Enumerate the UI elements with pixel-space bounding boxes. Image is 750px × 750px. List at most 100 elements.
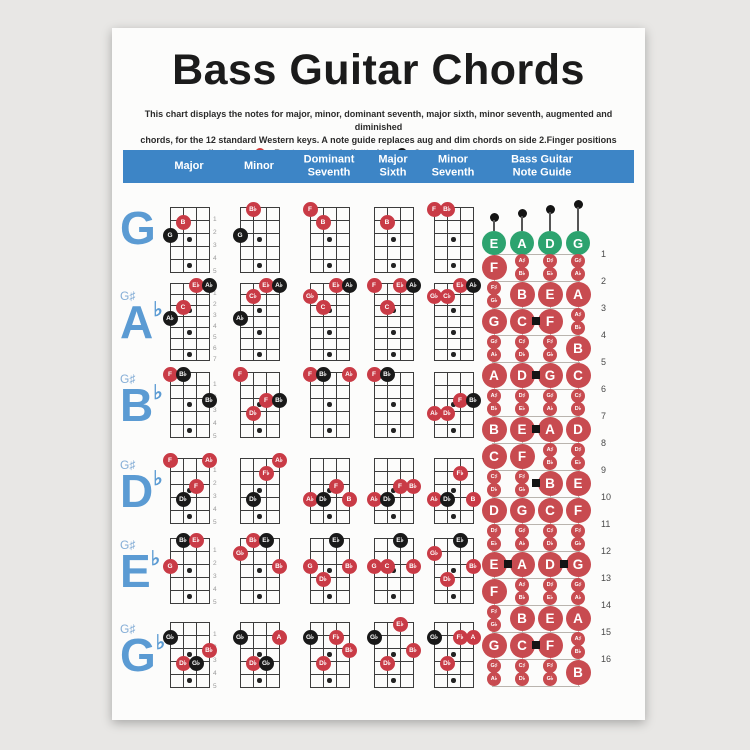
fret-line <box>310 259 350 260</box>
fret-line <box>310 316 350 317</box>
guide-note-natural: B <box>481 416 507 442</box>
fret-marker-dot <box>391 652 396 657</box>
fret-marker-dot <box>391 594 396 599</box>
fret-marker-dot <box>451 678 456 683</box>
fret-line <box>374 294 414 295</box>
guide-fret-line <box>492 280 580 282</box>
guide-note-flat: B♭ <box>487 401 501 416</box>
column-header-note-guide: Bass Guitar Note Guide <box>511 152 573 179</box>
fret-marker-dot <box>327 514 332 519</box>
key-enharmonic-sublabel: G♯ <box>120 371 136 386</box>
fret-line <box>240 603 280 604</box>
fret-line <box>374 360 414 361</box>
string-line <box>460 207 461 272</box>
chord-finger-note: G <box>162 558 178 574</box>
chord-root-note: G♭ <box>366 629 382 645</box>
guide-note-natural: D <box>565 416 591 442</box>
fret-line <box>374 458 414 459</box>
guide-note-flat: G♭ <box>543 347 557 362</box>
fret-side-number: 1 <box>213 290 217 297</box>
guide-fret-number: 5 <box>601 356 607 367</box>
chord-finger-note: C <box>315 299 331 315</box>
string-line <box>183 538 184 603</box>
string-line <box>434 283 435 360</box>
chord-finger-note: F <box>258 392 274 408</box>
guide-note-natural: G <box>481 308 507 334</box>
fret-marker-dot <box>187 514 192 519</box>
guide-note-natural: B <box>565 335 591 361</box>
chord-finger-note: A♭ <box>201 452 217 468</box>
guide-note-flat: A♭ <box>487 671 501 686</box>
guide-note-flat: G♭ <box>515 482 529 497</box>
fret-line <box>374 385 414 386</box>
guide-note-natural: B <box>509 281 535 307</box>
string-line <box>434 622 435 687</box>
chord-finger-note: D♭ <box>439 655 455 671</box>
fret-marker-dot <box>257 652 262 657</box>
guide-note-flat: E♭ <box>543 266 557 281</box>
fret-line <box>434 233 474 234</box>
fret-side-number: 2 <box>213 560 217 567</box>
fret-line <box>240 437 280 438</box>
fret-marker-dot <box>391 428 396 433</box>
fret-line <box>434 622 474 623</box>
chord-finger-note: B♭ <box>439 201 455 217</box>
string-line <box>279 458 280 523</box>
string-line <box>413 372 414 437</box>
guide-note-natural: E <box>481 551 507 577</box>
fret-marker-dot <box>257 263 262 268</box>
fret-line <box>310 272 350 273</box>
chord-finger-note: C <box>175 299 191 315</box>
guide-note-sharp: C♯ <box>543 523 557 538</box>
fret-line <box>374 316 414 317</box>
guide-note-natural: F <box>537 632 563 658</box>
chord-finger-note: B♭ <box>245 201 261 217</box>
guide-note-sharp: F♯ <box>543 658 557 673</box>
chord-finger-note: F♭ <box>258 465 274 481</box>
fret-line <box>170 603 210 604</box>
string-line <box>447 538 448 603</box>
chord-finger-note: A♭ <box>302 491 318 507</box>
fret-side-number: 1 <box>213 547 217 554</box>
chord-finger-note: F <box>188 478 204 494</box>
guide-note-natural: G <box>565 551 591 577</box>
peg-stem <box>549 212 551 231</box>
string-line <box>473 283 474 360</box>
chord-finger-note: G♭ <box>232 545 248 561</box>
fret-line <box>170 687 210 688</box>
chord-finger-note: C♭ <box>245 288 261 304</box>
fret-line <box>170 398 210 399</box>
guide-note-sharp: G♯ <box>571 577 585 592</box>
string-line <box>183 283 184 360</box>
string-line <box>434 372 435 437</box>
string-line <box>349 458 350 523</box>
string-line <box>240 458 241 523</box>
chord-finger-note: A♭ <box>341 366 357 382</box>
fret-line <box>374 635 414 636</box>
fret-side-number: 5 <box>213 433 217 440</box>
string-line <box>310 458 311 523</box>
chord-root-note: G♭ <box>162 629 178 645</box>
string-line <box>387 458 388 523</box>
fret-line <box>310 564 350 565</box>
string-line <box>336 283 337 360</box>
string-line <box>434 538 435 603</box>
string-line <box>323 458 324 523</box>
guide-fret-line <box>492 523 580 525</box>
chord-finger-note: F <box>162 452 178 468</box>
guide-fret-number: 9 <box>601 464 607 475</box>
guide-fret-line <box>492 388 580 390</box>
fret-line <box>170 523 210 524</box>
string-line <box>400 622 401 687</box>
fret-line <box>170 622 210 623</box>
guide-fret-line <box>492 685 580 687</box>
guide-note-sharp: G♯ <box>515 523 529 538</box>
fret-side-number: 5 <box>213 599 217 606</box>
fret-line <box>170 316 210 317</box>
chord-finger-note: G <box>302 558 318 574</box>
guide-fret-line <box>492 604 580 606</box>
string-line <box>310 622 311 687</box>
chord-finger-note: F <box>302 201 318 217</box>
fret-line <box>310 385 350 386</box>
guide-note-sharp: A♯ <box>543 442 557 457</box>
